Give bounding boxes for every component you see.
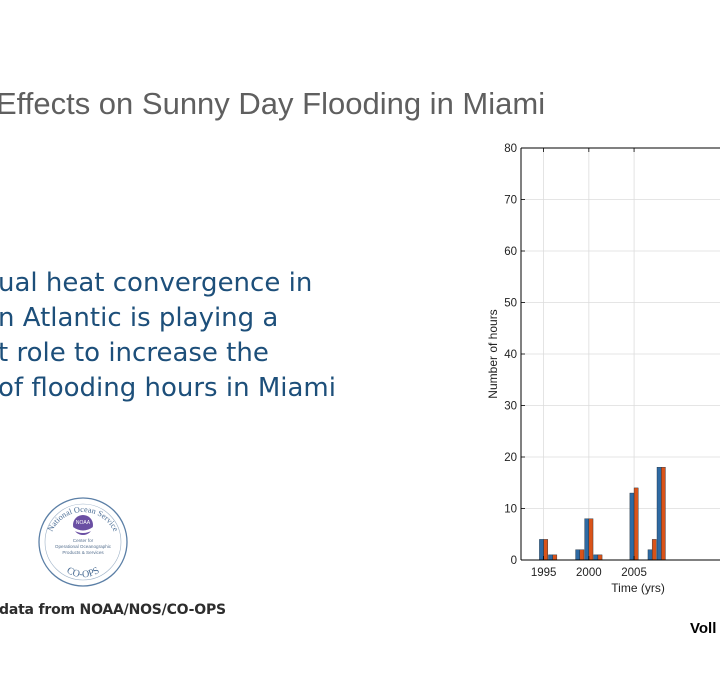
logo-center-line: Products & Services — [62, 550, 104, 555]
bar-orange-2000 — [588, 518, 594, 561]
bar-blue-1999 — [575, 549, 580, 561]
logo-center-line: Operational Oceanographic — [55, 544, 112, 549]
body-line: ual heat convergence in — [0, 268, 313, 298]
bar-orange-2005 — [633, 487, 639, 561]
svg-text:CO-OPS: CO-OPS — [65, 565, 102, 580]
slide-title: Effects on Sunny Day Flooding in Miami — [0, 86, 546, 121]
bar-blue-2008 — [656, 467, 662, 561]
body-line: t role to increase the — [0, 338, 269, 368]
bar-blue-2005 — [629, 492, 635, 561]
bar-blue-1995 — [539, 539, 544, 561]
bar-orange-1996 — [552, 554, 558, 561]
y-axis-label: Number of hours — [486, 309, 500, 398]
data-credit: data from NOAA/NOS/CO-OPS — [0, 602, 226, 618]
y-tick-label: 40 — [504, 349, 517, 361]
flooding-hours-chart: 0 10 20 30 40 50 60 70 80 1995 2000 2005 Number of h… — [486, 143, 720, 595]
bar-orange-2008 — [661, 467, 666, 561]
x-tick-label: 2005 — [621, 567, 647, 579]
x-axis-label: Time (yrs) — [611, 581, 665, 595]
bar-orange-1995 — [543, 539, 549, 561]
noaa-cops-logo: National Ocean Service NOAA Center for O… — [38, 497, 128, 587]
bar-blue-1996 — [548, 554, 553, 561]
bar-orange-1999 — [579, 549, 585, 561]
bar-blue-2007 — [647, 549, 653, 561]
logo-badge-text: NOAA — [76, 520, 91, 526]
y-tick-label: 20 — [504, 452, 517, 464]
author-label: Voll — [690, 620, 717, 637]
y-tick-label: 10 — [504, 504, 517, 516]
body-line: n Atlantic is playing a — [0, 303, 279, 333]
bar-blue-2000 — [584, 518, 590, 561]
y-tick-label: 0 — [511, 555, 517, 567]
body-text: ual heat convergence in n Atlantic is pl… — [0, 266, 336, 406]
y-tick-label: 70 — [504, 195, 517, 207]
y-tick-label: 60 — [504, 246, 517, 258]
x-tick-label: 1995 — [531, 567, 557, 579]
body-line: of flooding hours in Miami — [0, 373, 336, 403]
logo-bottom-text: CO-OPS — [65, 565, 102, 580]
logo-center-line: Center for — [73, 538, 94, 543]
bar-orange-2001 — [597, 554, 603, 561]
bar-orange-2007 — [651, 539, 657, 561]
y-tick-label: 50 — [504, 298, 517, 310]
x-tick-label: 2000 — [576, 567, 602, 579]
bar-blue-2001 — [593, 554, 599, 561]
y-tick-label: 80 — [504, 143, 517, 155]
y-tick-label: 30 — [504, 401, 517, 413]
